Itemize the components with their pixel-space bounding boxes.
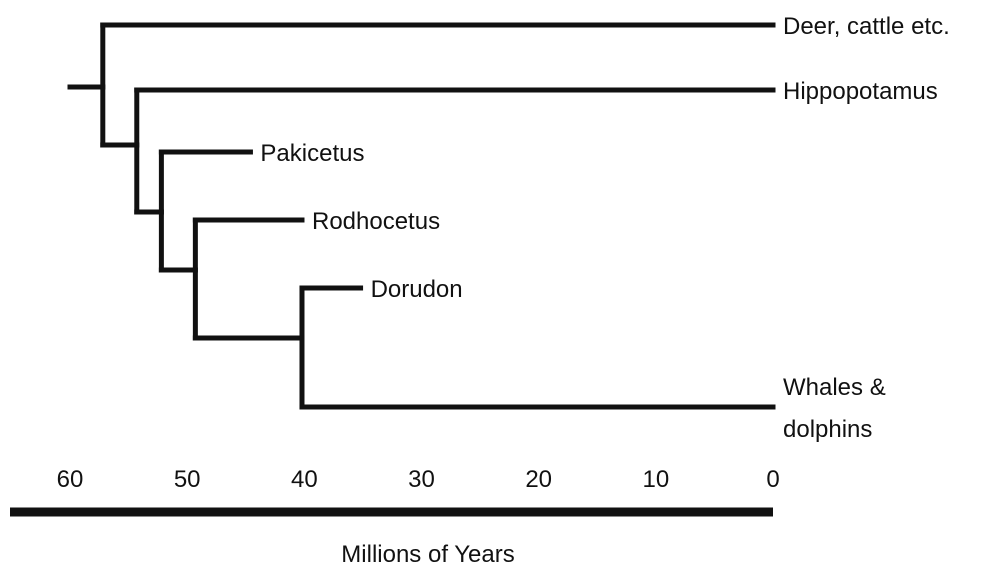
tick-label: 0 <box>766 466 779 493</box>
tick-label: 50 <box>174 466 201 493</box>
taxon-label: Hippopotamus <box>783 78 938 105</box>
tick-label: 40 <box>291 466 318 493</box>
tick-label: 60 <box>57 466 84 493</box>
taxon-label: Deer, cattle etc. <box>783 13 950 40</box>
taxon-label-line: Rodhocetus <box>312 208 440 235</box>
taxon-label-line: Whales & <box>783 374 886 401</box>
taxon-label: Whales & dolphins <box>783 374 886 443</box>
tick-label: 30 <box>408 466 435 493</box>
taxon-label-line: Hippopotamus <box>783 78 938 105</box>
taxon-label: Rodhocetus <box>312 208 440 235</box>
tick-label: 20 <box>525 466 552 493</box>
taxon-label: Pakicetus <box>260 140 364 167</box>
taxon-label-line: Deer, cattle etc. <box>783 13 950 40</box>
tick-label: 10 <box>642 466 669 493</box>
taxon-label-line: Pakicetus <box>260 140 364 167</box>
axis-title: Millions of Years <box>341 541 514 568</box>
taxon-label: Dorudon <box>371 276 463 303</box>
taxon-label-line: Dorudon <box>371 276 463 303</box>
taxon-label-line: dolphins <box>783 416 872 443</box>
